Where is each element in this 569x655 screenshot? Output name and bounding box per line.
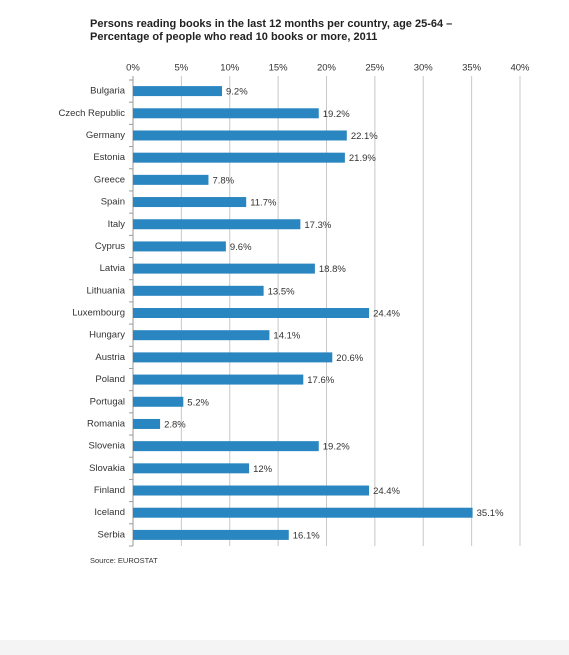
y-tick-label: Czech Republic <box>58 108 125 119</box>
y-tick-label: Iceland <box>94 507 125 518</box>
bar <box>133 241 226 252</box>
y-tick-label: Luxembourg <box>72 308 125 319</box>
y-tick-label: Spain <box>101 197 125 208</box>
y-tick-label: Hungary <box>89 330 125 341</box>
x-tick-label: 10% <box>220 63 240 74</box>
chart-title: Persons reading books in the last 12 mon… <box>90 18 453 43</box>
bar <box>133 86 223 97</box>
bar <box>133 308 370 318</box>
value-label: 5.2% <box>187 397 209 408</box>
y-tick-label: Romania <box>87 418 126 429</box>
bar <box>133 374 304 385</box>
y-tick-label: Bulgaria <box>90 86 126 97</box>
bar <box>133 285 264 296</box>
value-label: 9.6% <box>230 242 252 253</box>
value-label: 13.5% <box>268 286 295 297</box>
value-label: 11.7% <box>250 198 277 209</box>
value-label: 18.8% <box>319 264 346 275</box>
value-label: 20.6% <box>336 353 363 364</box>
bar <box>133 507 473 518</box>
y-tick-label: Estonia <box>93 152 125 163</box>
y-tick-label: Portugal <box>90 396 125 407</box>
y-tick-label: Finland <box>94 485 125 496</box>
y-tick-label: Cyprus <box>95 241 125 252</box>
bar <box>133 130 347 141</box>
value-label: 19.2% <box>323 442 350 453</box>
bar <box>133 152 345 163</box>
bar <box>133 219 301 230</box>
value-label: 7.8% <box>212 175 234 186</box>
y-tick-label: Germany <box>86 130 125 141</box>
source-note: Source: EUROSTAT <box>90 556 158 565</box>
x-tick-label: 35% <box>462 63 482 74</box>
value-label: 17.3% <box>304 220 331 231</box>
y-tick-label: Greece <box>94 174 125 185</box>
y-tick-label: Latvia <box>100 263 126 274</box>
bar <box>133 197 247 208</box>
bar <box>133 330 270 341</box>
value-label: 35.1% <box>477 508 504 519</box>
value-label: 17.6% <box>307 375 334 386</box>
y-tick-label: Serbia <box>98 529 126 540</box>
bar <box>133 263 315 274</box>
value-label: 24.4% <box>373 309 400 320</box>
bar <box>133 485 370 496</box>
x-tick-label: 30% <box>414 63 434 74</box>
bar <box>133 108 319 119</box>
bar <box>133 396 184 407</box>
y-tick-label: Italy <box>108 219 126 230</box>
value-label: 2.8% <box>164 419 186 430</box>
bar <box>133 463 250 474</box>
x-tick-label: 20% <box>317 63 337 74</box>
value-label: 22.1% <box>351 131 378 142</box>
value-label: 24.4% <box>373 486 400 497</box>
x-tick-label: 0% <box>126 63 140 74</box>
value-label: 9.2% <box>226 87 248 98</box>
x-tick-label: 15% <box>269 63 289 74</box>
y-tick-label: Lithuania <box>86 285 125 296</box>
bar <box>133 441 319 452</box>
y-tick-label: Slovakia <box>89 463 126 474</box>
value-label: 21.9% <box>349 153 376 164</box>
value-label: 16.1% <box>293 530 320 541</box>
value-label: 19.2% <box>323 109 350 120</box>
x-tick-label: 40% <box>510 63 530 74</box>
y-tick-label: Slovenia <box>89 441 126 452</box>
y-tick-label: Poland <box>95 374 125 385</box>
y-tick-label: Austria <box>95 352 125 363</box>
bar <box>133 174 209 185</box>
x-tick-label: 25% <box>365 63 385 74</box>
value-label: 14.1% <box>273 331 300 342</box>
footer-strip <box>0 640 569 655</box>
value-label: 12% <box>253 464 273 475</box>
x-tick-label: 5% <box>175 63 189 74</box>
bar <box>133 418 161 429</box>
bar <box>133 352 333 363</box>
bar <box>133 529 289 540</box>
